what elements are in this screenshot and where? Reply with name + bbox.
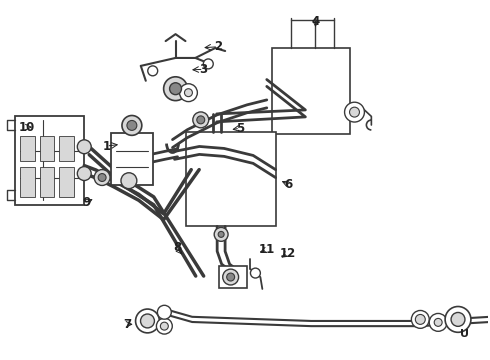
Circle shape bbox=[416, 314, 425, 324]
Text: 4: 4 bbox=[311, 14, 319, 27]
Text: 5: 5 bbox=[236, 122, 244, 135]
Text: 8: 8 bbox=[173, 241, 181, 255]
Circle shape bbox=[214, 228, 228, 241]
Circle shape bbox=[203, 59, 213, 69]
Bar bbox=[111, 133, 153, 185]
Text: 11: 11 bbox=[259, 243, 275, 256]
Circle shape bbox=[77, 140, 91, 154]
Circle shape bbox=[184, 89, 193, 96]
Text: 3: 3 bbox=[199, 63, 208, 76]
Bar bbox=[219, 266, 246, 288]
Circle shape bbox=[223, 269, 239, 285]
Circle shape bbox=[179, 84, 197, 102]
Circle shape bbox=[429, 314, 447, 331]
Circle shape bbox=[141, 314, 154, 328]
Bar bbox=[59, 136, 74, 161]
Circle shape bbox=[227, 273, 235, 281]
Circle shape bbox=[349, 107, 360, 117]
Bar bbox=[20, 136, 35, 161]
Circle shape bbox=[94, 170, 110, 185]
Circle shape bbox=[157, 305, 171, 319]
Circle shape bbox=[122, 116, 142, 135]
Circle shape bbox=[434, 318, 442, 327]
Circle shape bbox=[164, 77, 188, 100]
Bar bbox=[40, 167, 54, 197]
Circle shape bbox=[250, 268, 260, 278]
Bar bbox=[20, 167, 35, 197]
Circle shape bbox=[170, 83, 181, 95]
Text: 6: 6 bbox=[285, 178, 293, 191]
Bar bbox=[15, 116, 84, 205]
Circle shape bbox=[136, 309, 159, 333]
Circle shape bbox=[193, 112, 209, 128]
Circle shape bbox=[218, 231, 224, 237]
Circle shape bbox=[451, 312, 465, 327]
Circle shape bbox=[412, 310, 429, 328]
Bar bbox=[186, 132, 276, 226]
Circle shape bbox=[127, 121, 137, 130]
Circle shape bbox=[160, 322, 169, 330]
Text: 12: 12 bbox=[280, 247, 296, 260]
Text: U: U bbox=[461, 329, 469, 339]
Circle shape bbox=[344, 102, 365, 122]
Text: 9: 9 bbox=[82, 196, 90, 209]
Circle shape bbox=[98, 174, 106, 181]
Bar bbox=[59, 167, 74, 197]
Text: 7: 7 bbox=[123, 318, 131, 331]
Circle shape bbox=[156, 318, 172, 334]
Bar bbox=[113, 296, 480, 348]
Circle shape bbox=[77, 167, 91, 180]
Circle shape bbox=[197, 116, 205, 124]
Text: 10: 10 bbox=[19, 121, 35, 134]
Text: 1: 1 bbox=[102, 140, 110, 153]
Bar bbox=[272, 48, 349, 134]
Circle shape bbox=[121, 173, 137, 189]
Bar bbox=[40, 136, 54, 161]
Circle shape bbox=[445, 306, 471, 332]
Circle shape bbox=[148, 66, 158, 76]
Text: 2: 2 bbox=[214, 40, 222, 53]
